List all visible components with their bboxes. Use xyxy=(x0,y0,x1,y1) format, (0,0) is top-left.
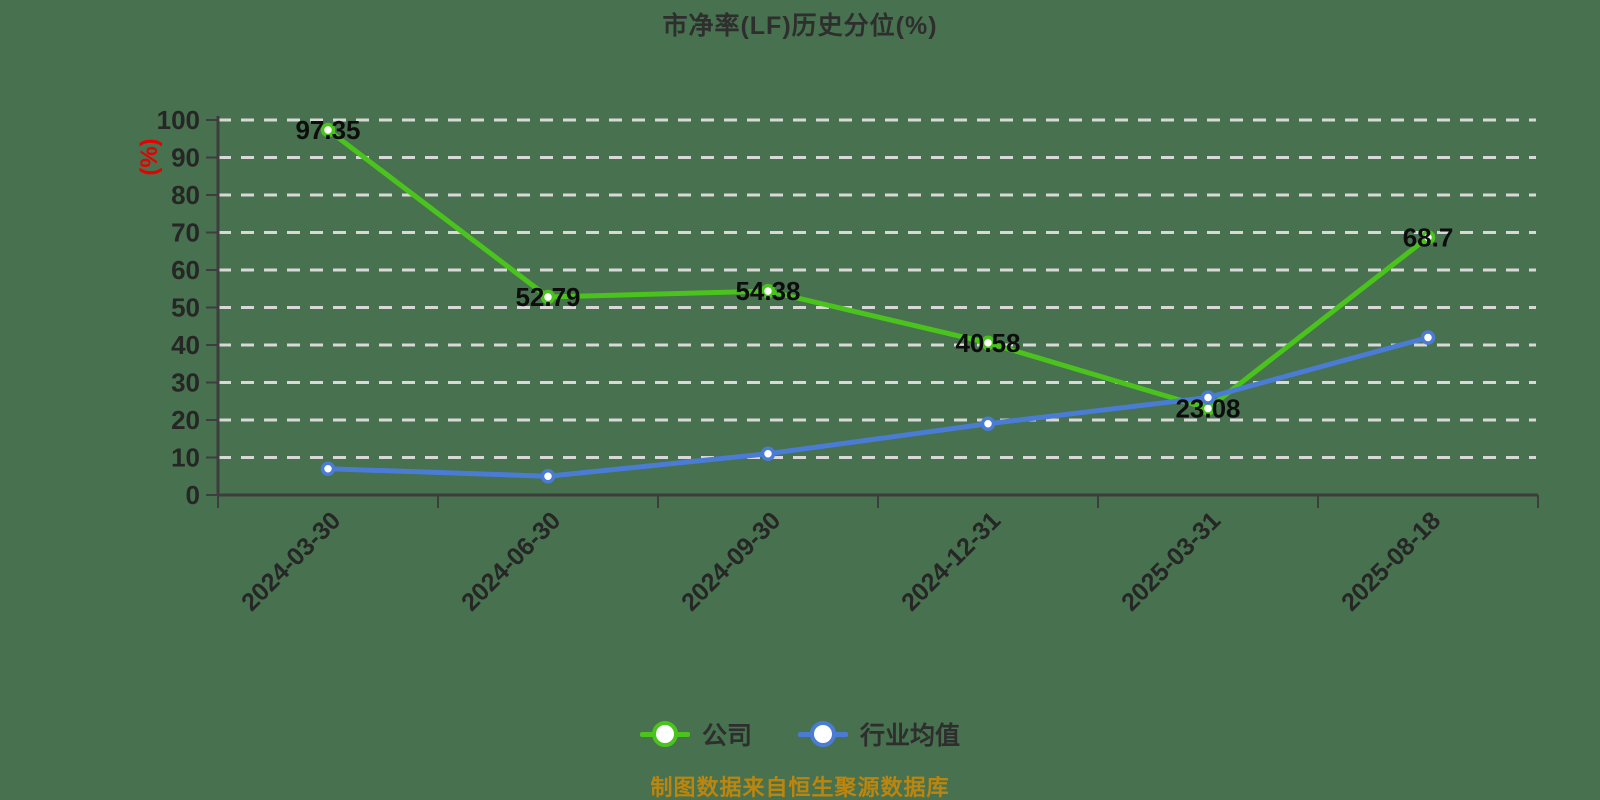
industry-average-point[interactable] xyxy=(320,461,336,476)
legend-label-company: 公司 xyxy=(701,722,752,750)
y-axis-label: 100 xyxy=(157,105,200,135)
y-axis-label: 70 xyxy=(171,218,200,248)
legend-label-industry-average: 行业均值 xyxy=(860,722,961,750)
chart-title: 市净率(LF)历史分位(%) xyxy=(662,12,938,40)
y-axis-label: 30 xyxy=(171,368,200,398)
company-data-label: 68.7 xyxy=(1403,222,1454,252)
y-axis-unit-label: (%) xyxy=(136,138,163,175)
data-source-note: 制图数据来自恒生聚源数据库 xyxy=(650,775,950,800)
company-series-marker-icon xyxy=(639,716,690,752)
y-axis-label: 10 xyxy=(171,443,200,473)
chart-legend: 公司 行业均值 xyxy=(0,716,1600,752)
industry-average-point[interactable] xyxy=(980,416,996,431)
company-line[interactable] xyxy=(325,127,1431,411)
industry-average-point[interactable] xyxy=(760,446,776,461)
company-data-label: 52.79 xyxy=(515,282,580,312)
y-axis-label: 40 xyxy=(171,330,200,360)
company-point[interactable] xyxy=(540,289,556,305)
x-axis-label: 2024-09-30 xyxy=(676,506,786,616)
industry-average-series-marker-icon xyxy=(798,716,848,752)
company-point[interactable] xyxy=(320,122,336,138)
x-axis-label: 2024-12-31 xyxy=(896,506,1006,616)
company-data-label: 23.08 xyxy=(1175,393,1240,423)
x-axis-label: 2025-03-31 xyxy=(1116,506,1226,616)
company-point[interactable] xyxy=(980,335,996,351)
industry-average-point[interactable] xyxy=(1420,330,1436,345)
y-axis-label: 50 xyxy=(171,293,200,323)
y-axis-label: 80 xyxy=(171,180,200,210)
company-point[interactable] xyxy=(760,283,776,299)
y-axis-label: 20 xyxy=(171,405,200,435)
legend-item-industry-average[interactable]: 行业均值 xyxy=(798,716,960,752)
x-axis-label: 2025-08-18 xyxy=(1336,506,1446,616)
legend-item-company[interactable]: 公司 xyxy=(639,716,752,752)
y-axis-label: 0 xyxy=(186,480,200,510)
y-axis-label: 90 xyxy=(171,143,200,173)
industry-average-point[interactable] xyxy=(1200,390,1216,405)
company-data-label: 97.35 xyxy=(295,115,360,145)
x-axis-label: 2024-03-30 xyxy=(236,506,346,616)
x-axis-label: 2024-06-30 xyxy=(456,506,566,616)
industry-average-point[interactable] xyxy=(540,469,556,484)
company-data-label: 40.58 xyxy=(955,328,1020,358)
y-axis-label: 60 xyxy=(171,255,200,285)
company-data-label: 54.38 xyxy=(735,276,800,306)
company-point[interactable] xyxy=(1420,230,1436,245)
industry-average-line[interactable] xyxy=(325,335,1431,479)
